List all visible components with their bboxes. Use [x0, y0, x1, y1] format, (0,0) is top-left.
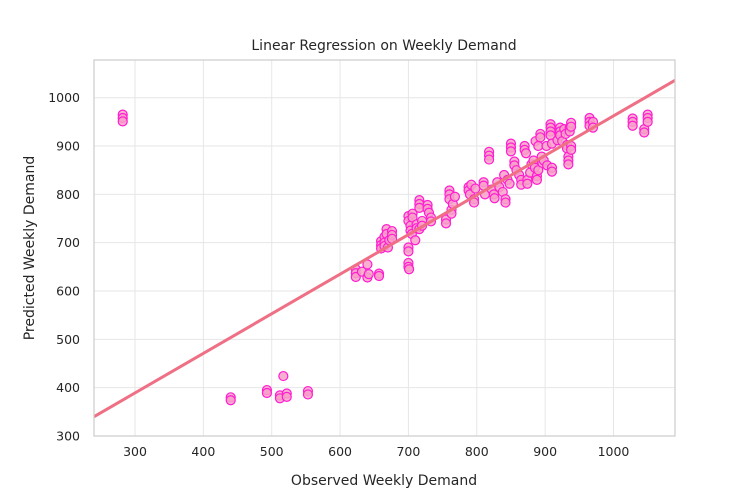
data-point — [627, 120, 638, 131]
data-point — [302, 389, 314, 400]
data-point — [373, 270, 385, 282]
data-point — [449, 191, 461, 202]
data-point — [410, 235, 421, 246]
x-tick-label: 400 — [191, 444, 215, 459]
data-point — [566, 121, 577, 132]
data-point — [520, 148, 532, 159]
x-axis-label: Observed Weekly Demand — [291, 473, 477, 489]
x-tick-label: 600 — [328, 444, 352, 459]
data-point — [261, 387, 273, 399]
y-tick-label: 500 — [56, 332, 80, 347]
x-tick-label: 900 — [533, 444, 557, 459]
chart-title: Linear Regression on Weekly Demand — [251, 38, 516, 54]
data-point — [278, 370, 289, 382]
data-point — [363, 268, 374, 280]
data-point — [642, 116, 653, 127]
data-point — [281, 391, 292, 402]
regression-line-layer — [93, 79, 676, 418]
data-point — [566, 144, 577, 155]
data-point — [504, 178, 515, 189]
data-point — [505, 146, 517, 157]
data-point — [483, 154, 495, 165]
y-tick-label: 300 — [56, 429, 80, 444]
y-tick-label: 800 — [56, 187, 80, 202]
data-point — [522, 178, 533, 189]
data-point — [563, 159, 574, 170]
x-tick-label: 300 — [123, 444, 147, 459]
y-tick-label: 1000 — [48, 90, 80, 105]
data-point — [531, 174, 543, 185]
x-tick-label: 800 — [465, 444, 489, 459]
data-point — [440, 218, 452, 229]
data-point — [117, 116, 128, 127]
data-point — [404, 264, 415, 275]
x-tick-label: 700 — [396, 444, 420, 459]
scatter-points — [117, 109, 653, 406]
data-point — [546, 166, 558, 177]
regression-line — [93, 79, 676, 418]
y-tick-label: 700 — [56, 235, 80, 250]
plot-frame — [93, 59, 676, 437]
x-tick-label: 500 — [260, 444, 284, 459]
data-point — [535, 132, 546, 143]
data-point — [489, 193, 500, 204]
y-tick-label: 600 — [56, 284, 80, 299]
data-point — [225, 395, 236, 406]
y-tick-label: 900 — [56, 139, 80, 154]
y-tick-label: 400 — [56, 380, 80, 395]
data-point — [500, 197, 511, 208]
data-point — [403, 246, 414, 257]
x-tick-label: 1000 — [598, 444, 630, 459]
data-point — [639, 127, 650, 138]
tick-labels: 300 400 500 600 700 800 900 1000 300 400 500 600 700… — [48, 90, 629, 459]
y-axis-label: Predicted Weekly Demand — [22, 156, 38, 341]
